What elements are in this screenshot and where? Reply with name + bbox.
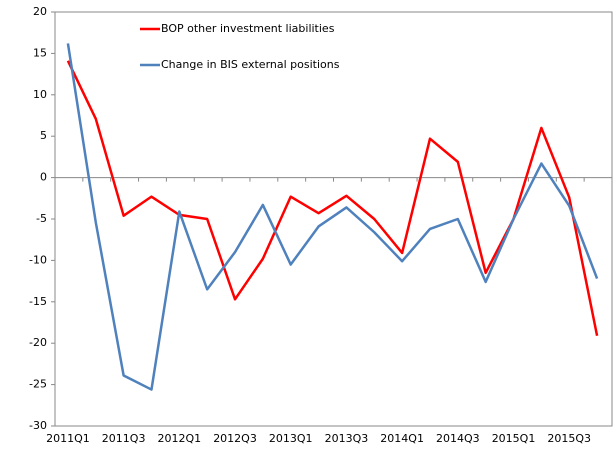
y-tick-label: 10 (33, 88, 47, 101)
x-tick-label: 2012Q3 (213, 432, 257, 445)
x-tick-label: 2011Q3 (102, 432, 146, 445)
y-tick-label: -15 (29, 295, 47, 308)
y-tick-label: -25 (29, 378, 47, 391)
x-tick-label: 2014Q1 (380, 432, 424, 445)
y-tick-label: -20 (29, 336, 47, 349)
legend-label: Change in BIS external positions (161, 58, 340, 71)
y-tick-label: -30 (29, 419, 47, 432)
series-line (66, 60, 599, 336)
y-tick-label: 0 (40, 171, 47, 184)
y-tick-label: -10 (29, 253, 47, 266)
x-tick-label: 2011Q1 (46, 432, 90, 445)
x-tick-label: 2014Q3 (436, 432, 480, 445)
legend-label: BOP other investment liabilities (161, 22, 335, 35)
plot-frame (54, 11, 613, 427)
y-tick-label: 15 (33, 46, 47, 59)
series-line (66, 43, 599, 391)
x-tick-label: 2015Q1 (492, 432, 536, 445)
x-tick-label: 2013Q1 (269, 432, 313, 445)
x-tick-label: 2013Q3 (325, 432, 369, 445)
y-tick-label: 20 (33, 5, 47, 18)
y-tick-label: -5 (36, 212, 47, 225)
x-tick-label: 2015Q3 (547, 432, 591, 445)
x-tick-label: 2012Q1 (157, 432, 201, 445)
y-tick-label: 5 (40, 129, 47, 142)
